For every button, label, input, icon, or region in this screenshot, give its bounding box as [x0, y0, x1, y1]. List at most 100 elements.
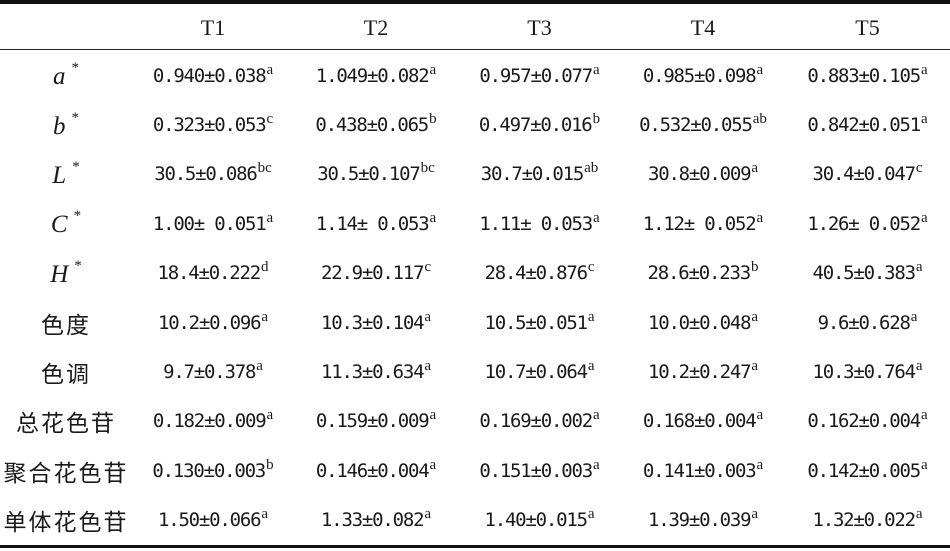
cell-value: 1.049±0.082: [315, 64, 430, 87]
data-cell: 0.532±0.055ab: [621, 100, 785, 149]
cell-value: 40.5±0.383: [812, 262, 916, 285]
cell-value: 0.151±0.003: [479, 459, 593, 482]
data-cell: 0.957±0.077a: [458, 51, 621, 100]
row-label-text: L: [52, 161, 67, 189]
cell-value: 0.883±0.105: [807, 64, 921, 87]
cell-value: 30.7±0.015: [480, 163, 585, 186]
row-label: C *: [0, 199, 132, 248]
row-label: 色度: [0, 298, 132, 347]
cell-value: 10.3±0.104: [320, 311, 425, 334]
significance-letter: a: [256, 358, 263, 375]
row-label: b *: [0, 100, 132, 149]
cell-value: 0.497±0.016: [478, 114, 593, 137]
significance-letter: a: [424, 358, 432, 375]
cell-value: 28.6±0.233: [647, 262, 752, 285]
data-cell: 30.4±0.047c: [785, 150, 950, 199]
significance-letter: a: [429, 209, 437, 226]
cell-value: 0.438±0.065: [315, 114, 429, 137]
data-cell: 1.32±0.022a: [785, 496, 950, 545]
significance-letter: bc: [420, 160, 435, 177]
data-cell: 10.7±0.064a: [458, 347, 621, 396]
data-cell: 0.146±0.004a: [294, 446, 458, 495]
cell-value: 0.940±0.038: [152, 64, 267, 87]
data-cell: 30.7±0.015ab: [458, 150, 621, 199]
cell-value: 10.5±0.051: [484, 311, 588, 334]
data-cell: 28.4±0.876c: [458, 249, 621, 298]
significance-letter: b: [266, 456, 274, 473]
row-label: 单体花色苷: [0, 496, 132, 545]
significance-letter: c: [424, 259, 432, 276]
header-cell: T4: [690, 14, 716, 40]
row-label: 总花色苷: [0, 397, 132, 446]
significance-letter: a: [592, 209, 600, 226]
row-label-star: *: [71, 109, 80, 126]
data-cell: 0.883±0.105a: [785, 51, 950, 100]
row-label-text: 聚合花色苷: [3, 460, 129, 487]
significance-letter: a: [587, 506, 595, 523]
cell-value: 30.5±0.107: [317, 163, 421, 186]
significance-letter: a: [424, 308, 432, 325]
significance-letter: a: [756, 61, 764, 78]
significance-letter: a: [915, 506, 923, 523]
row-label-star: *: [74, 257, 82, 274]
significance-letter: a: [592, 407, 600, 424]
cell-value: 0.182±0.009: [152, 410, 267, 433]
table-row: 聚合花色苷 0.130±0.003b 0.146±0.004a 0.151±0.003…: [0, 446, 950, 495]
table-top-rule: [0, 0, 950, 4]
data-cell: 1.14± 0.053a: [294, 199, 458, 248]
data-cell: 1.12± 0.052a: [621, 199, 785, 248]
row-label-text: 单体花色苷: [3, 510, 129, 537]
data-cell: 10.5±0.051a: [458, 298, 621, 347]
row-label: H *: [0, 249, 132, 298]
data-cell: 1.11± 0.053a: [458, 199, 621, 248]
significance-letter: b: [592, 111, 601, 128]
significance-letter: a: [920, 61, 928, 78]
data-cell: 9.6±0.628a: [785, 298, 950, 347]
data-cell: 0.985±0.098a: [621, 51, 785, 100]
cell-value: 1.26± 0.052: [807, 212, 921, 235]
cell-value: 22.9±0.117: [320, 262, 425, 285]
significance-letter: a: [751, 308, 759, 325]
header-cell: T5: [855, 14, 880, 40]
cell-value: 9.6±0.628: [817, 311, 911, 334]
row-label-text: H: [50, 260, 69, 288]
data-cell: 0.130±0.003b: [132, 446, 294, 495]
header-row: T1 T2 T3 T4 T5: [0, 4, 950, 51]
cell-value: 1.32±0.022: [812, 509, 916, 532]
significance-letter: a: [756, 456, 764, 473]
significance-letter: c: [915, 160, 923, 177]
data-cell: 0.168±0.004a: [621, 397, 785, 446]
data-cell: 0.182±0.009a: [132, 397, 294, 446]
row-label-star: *: [72, 158, 80, 175]
cell-value: 0.130±0.003: [152, 459, 266, 482]
table-row: b * 0.323±0.053c 0.438±0.065b 0.497±0.016b 0.…: [0, 100, 950, 149]
cell-value: 10.0±0.048: [647, 311, 752, 334]
significance-letter: a: [266, 209, 274, 226]
data-cell: 1.00± 0.051a: [132, 199, 294, 248]
significance-letter: a: [751, 358, 759, 375]
cell-value: 1.40±0.015: [484, 509, 588, 532]
row-label: a *: [0, 51, 132, 100]
significance-letter: a: [587, 358, 595, 375]
significance-letter: a: [429, 407, 437, 424]
data-cell: 0.151±0.003a: [458, 446, 621, 495]
data-cell: 1.33±0.082a: [294, 496, 458, 545]
data-cell: 0.842±0.051a: [785, 100, 950, 149]
significance-letter: bc: [257, 160, 272, 177]
cell-value: 0.957±0.077: [479, 64, 593, 87]
row-label-text: C: [50, 211, 68, 239]
data-cell: 10.3±0.764a: [785, 347, 950, 396]
table-header: T1 T2 T3 T4 T5: [0, 4, 950, 51]
cell-value: 18.4±0.222: [157, 262, 262, 285]
significance-letter: a: [266, 61, 274, 78]
significance-letter: ab: [584, 160, 599, 177]
table-row: 色度 10.2±0.096a 10.3±0.104a 10.5±0.051a 10.0±…: [0, 298, 950, 347]
table-row: H * 18.4±0.222d 22.9±0.117c 28.4±0.876c 28.6±…: [0, 249, 950, 298]
data-cell: 0.323±0.053c: [132, 100, 294, 149]
significance-letter: a: [592, 456, 600, 473]
data-cell: 0.438±0.065b: [294, 100, 458, 149]
significance-letter: a: [920, 111, 928, 128]
cell-value: 0.985±0.098: [642, 64, 757, 87]
significance-letter: a: [910, 308, 918, 325]
significance-letter: a: [920, 407, 928, 424]
